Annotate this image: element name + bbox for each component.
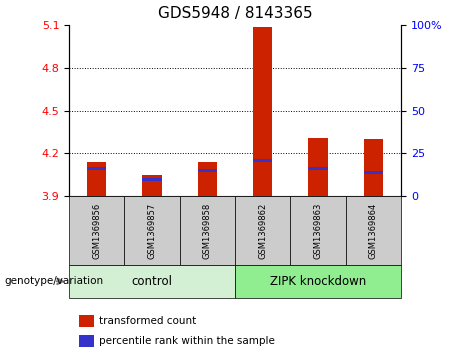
Text: GSM1369856: GSM1369856 (92, 203, 101, 258)
Bar (142, 175, 162, 196)
Text: ZIPK knockdown: ZIPK knockdown (270, 275, 366, 288)
Bar (198, 162, 217, 196)
Text: GSM1369857: GSM1369857 (148, 203, 157, 258)
Bar (308, 138, 328, 196)
FancyBboxPatch shape (69, 196, 124, 265)
FancyBboxPatch shape (235, 265, 401, 298)
FancyBboxPatch shape (69, 265, 235, 298)
Text: transformed count: transformed count (99, 316, 196, 326)
Bar (253, 159, 272, 162)
Text: GSM1369863: GSM1369863 (313, 202, 323, 259)
FancyBboxPatch shape (346, 196, 401, 265)
FancyBboxPatch shape (290, 196, 346, 265)
Text: GSM1369862: GSM1369862 (258, 203, 267, 258)
Bar (198, 169, 217, 172)
Bar (142, 178, 162, 181)
Bar (87, 167, 106, 170)
Bar (364, 139, 383, 196)
Text: control: control (132, 275, 172, 288)
Title: GDS5948 / 8143365: GDS5948 / 8143365 (158, 7, 313, 21)
FancyBboxPatch shape (180, 196, 235, 265)
Text: GSM1369864: GSM1369864 (369, 203, 378, 258)
Bar (253, 27, 272, 196)
Bar (87, 162, 106, 196)
Bar (308, 167, 328, 170)
FancyBboxPatch shape (124, 196, 180, 265)
FancyBboxPatch shape (235, 196, 290, 265)
Text: percentile rank within the sample: percentile rank within the sample (99, 336, 275, 346)
Bar (79, 315, 94, 327)
Text: GSM1369858: GSM1369858 (203, 203, 212, 258)
Bar (79, 335, 94, 347)
Bar (364, 171, 383, 174)
Text: genotype/variation: genotype/variation (5, 276, 104, 286)
